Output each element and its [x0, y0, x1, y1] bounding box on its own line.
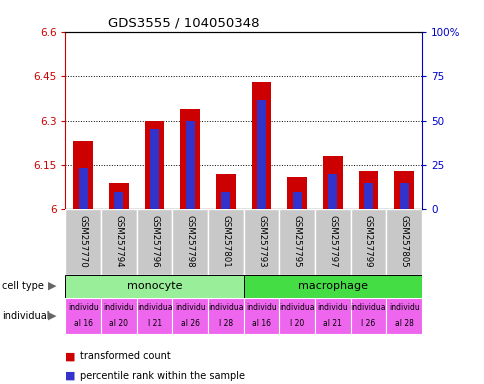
Text: GSM257801: GSM257801	[221, 215, 230, 267]
Text: al 28: al 28	[394, 319, 413, 328]
Bar	[136, 298, 172, 334]
Text: GSM257805: GSM257805	[399, 215, 408, 267]
Bar	[358, 171, 378, 209]
Bar	[185, 121, 194, 209]
Text: individua: individua	[279, 303, 314, 312]
Bar	[145, 121, 164, 209]
Bar	[363, 183, 372, 209]
Bar	[150, 129, 159, 209]
Text: al 20: al 20	[109, 319, 128, 328]
Text: ■: ■	[65, 371, 76, 381]
Text: transformed count: transformed count	[80, 351, 170, 361]
Bar	[180, 109, 199, 209]
Text: macrophage: macrophage	[297, 281, 367, 291]
Bar	[65, 275, 243, 298]
Text: individu: individu	[68, 303, 98, 312]
Bar	[65, 209, 101, 275]
Text: GSM257796: GSM257796	[150, 215, 159, 267]
Text: GSM257794: GSM257794	[114, 215, 123, 267]
Bar	[322, 156, 342, 209]
Text: individu: individu	[317, 303, 348, 312]
Text: ▶: ▶	[47, 311, 56, 321]
Bar	[243, 209, 279, 275]
Bar	[65, 298, 101, 334]
Text: monocyte: monocyte	[127, 281, 182, 291]
Text: l 21: l 21	[147, 319, 161, 328]
Text: l 26: l 26	[361, 319, 375, 328]
Bar	[243, 298, 279, 334]
Bar	[109, 183, 128, 209]
Bar	[101, 209, 136, 275]
Bar	[350, 298, 385, 334]
Bar	[385, 298, 421, 334]
Bar	[314, 209, 350, 275]
Bar	[172, 298, 208, 334]
Text: GSM257795: GSM257795	[292, 215, 301, 267]
Text: individua: individua	[208, 303, 243, 312]
Bar	[136, 209, 172, 275]
Text: al 26: al 26	[181, 319, 199, 328]
Text: GSM257793: GSM257793	[257, 215, 266, 267]
Text: al 16: al 16	[252, 319, 271, 328]
Bar	[350, 209, 385, 275]
Text: individu: individu	[175, 303, 205, 312]
Bar	[279, 209, 314, 275]
Text: individu: individu	[104, 303, 134, 312]
Text: individu: individu	[246, 303, 276, 312]
Bar	[216, 174, 235, 209]
Text: al 16: al 16	[74, 319, 92, 328]
Text: GSM257799: GSM257799	[363, 215, 372, 267]
Bar	[314, 298, 350, 334]
Text: l 20: l 20	[289, 319, 303, 328]
Bar	[114, 192, 123, 209]
Text: ■: ■	[65, 351, 76, 361]
Bar	[328, 174, 336, 209]
Text: l 28: l 28	[218, 319, 232, 328]
Bar	[399, 183, 408, 209]
Bar	[385, 209, 421, 275]
Bar	[221, 192, 230, 209]
Text: GSM257770: GSM257770	[78, 215, 88, 267]
Text: percentile rank within the sample: percentile rank within the sample	[80, 371, 244, 381]
Bar	[101, 298, 136, 334]
Bar	[279, 298, 314, 334]
Bar	[208, 209, 243, 275]
Bar	[393, 171, 413, 209]
Text: individua: individua	[350, 303, 385, 312]
Text: al 21: al 21	[323, 319, 342, 328]
Text: individu: individu	[388, 303, 419, 312]
Text: GDS3555 / 104050348: GDS3555 / 104050348	[108, 16, 259, 29]
Bar	[251, 82, 271, 209]
Text: individua: individua	[136, 303, 172, 312]
Bar	[257, 100, 265, 209]
Text: GSM257797: GSM257797	[328, 215, 337, 267]
Bar	[292, 192, 301, 209]
Text: ▶: ▶	[47, 281, 56, 291]
Text: cell type: cell type	[2, 281, 44, 291]
Bar	[74, 141, 93, 209]
Text: individual: individual	[2, 311, 50, 321]
Text: GSM257798: GSM257798	[185, 215, 195, 267]
Bar	[172, 209, 208, 275]
Bar	[208, 298, 243, 334]
Bar	[287, 177, 306, 209]
Bar	[79, 168, 88, 209]
Bar	[243, 275, 421, 298]
